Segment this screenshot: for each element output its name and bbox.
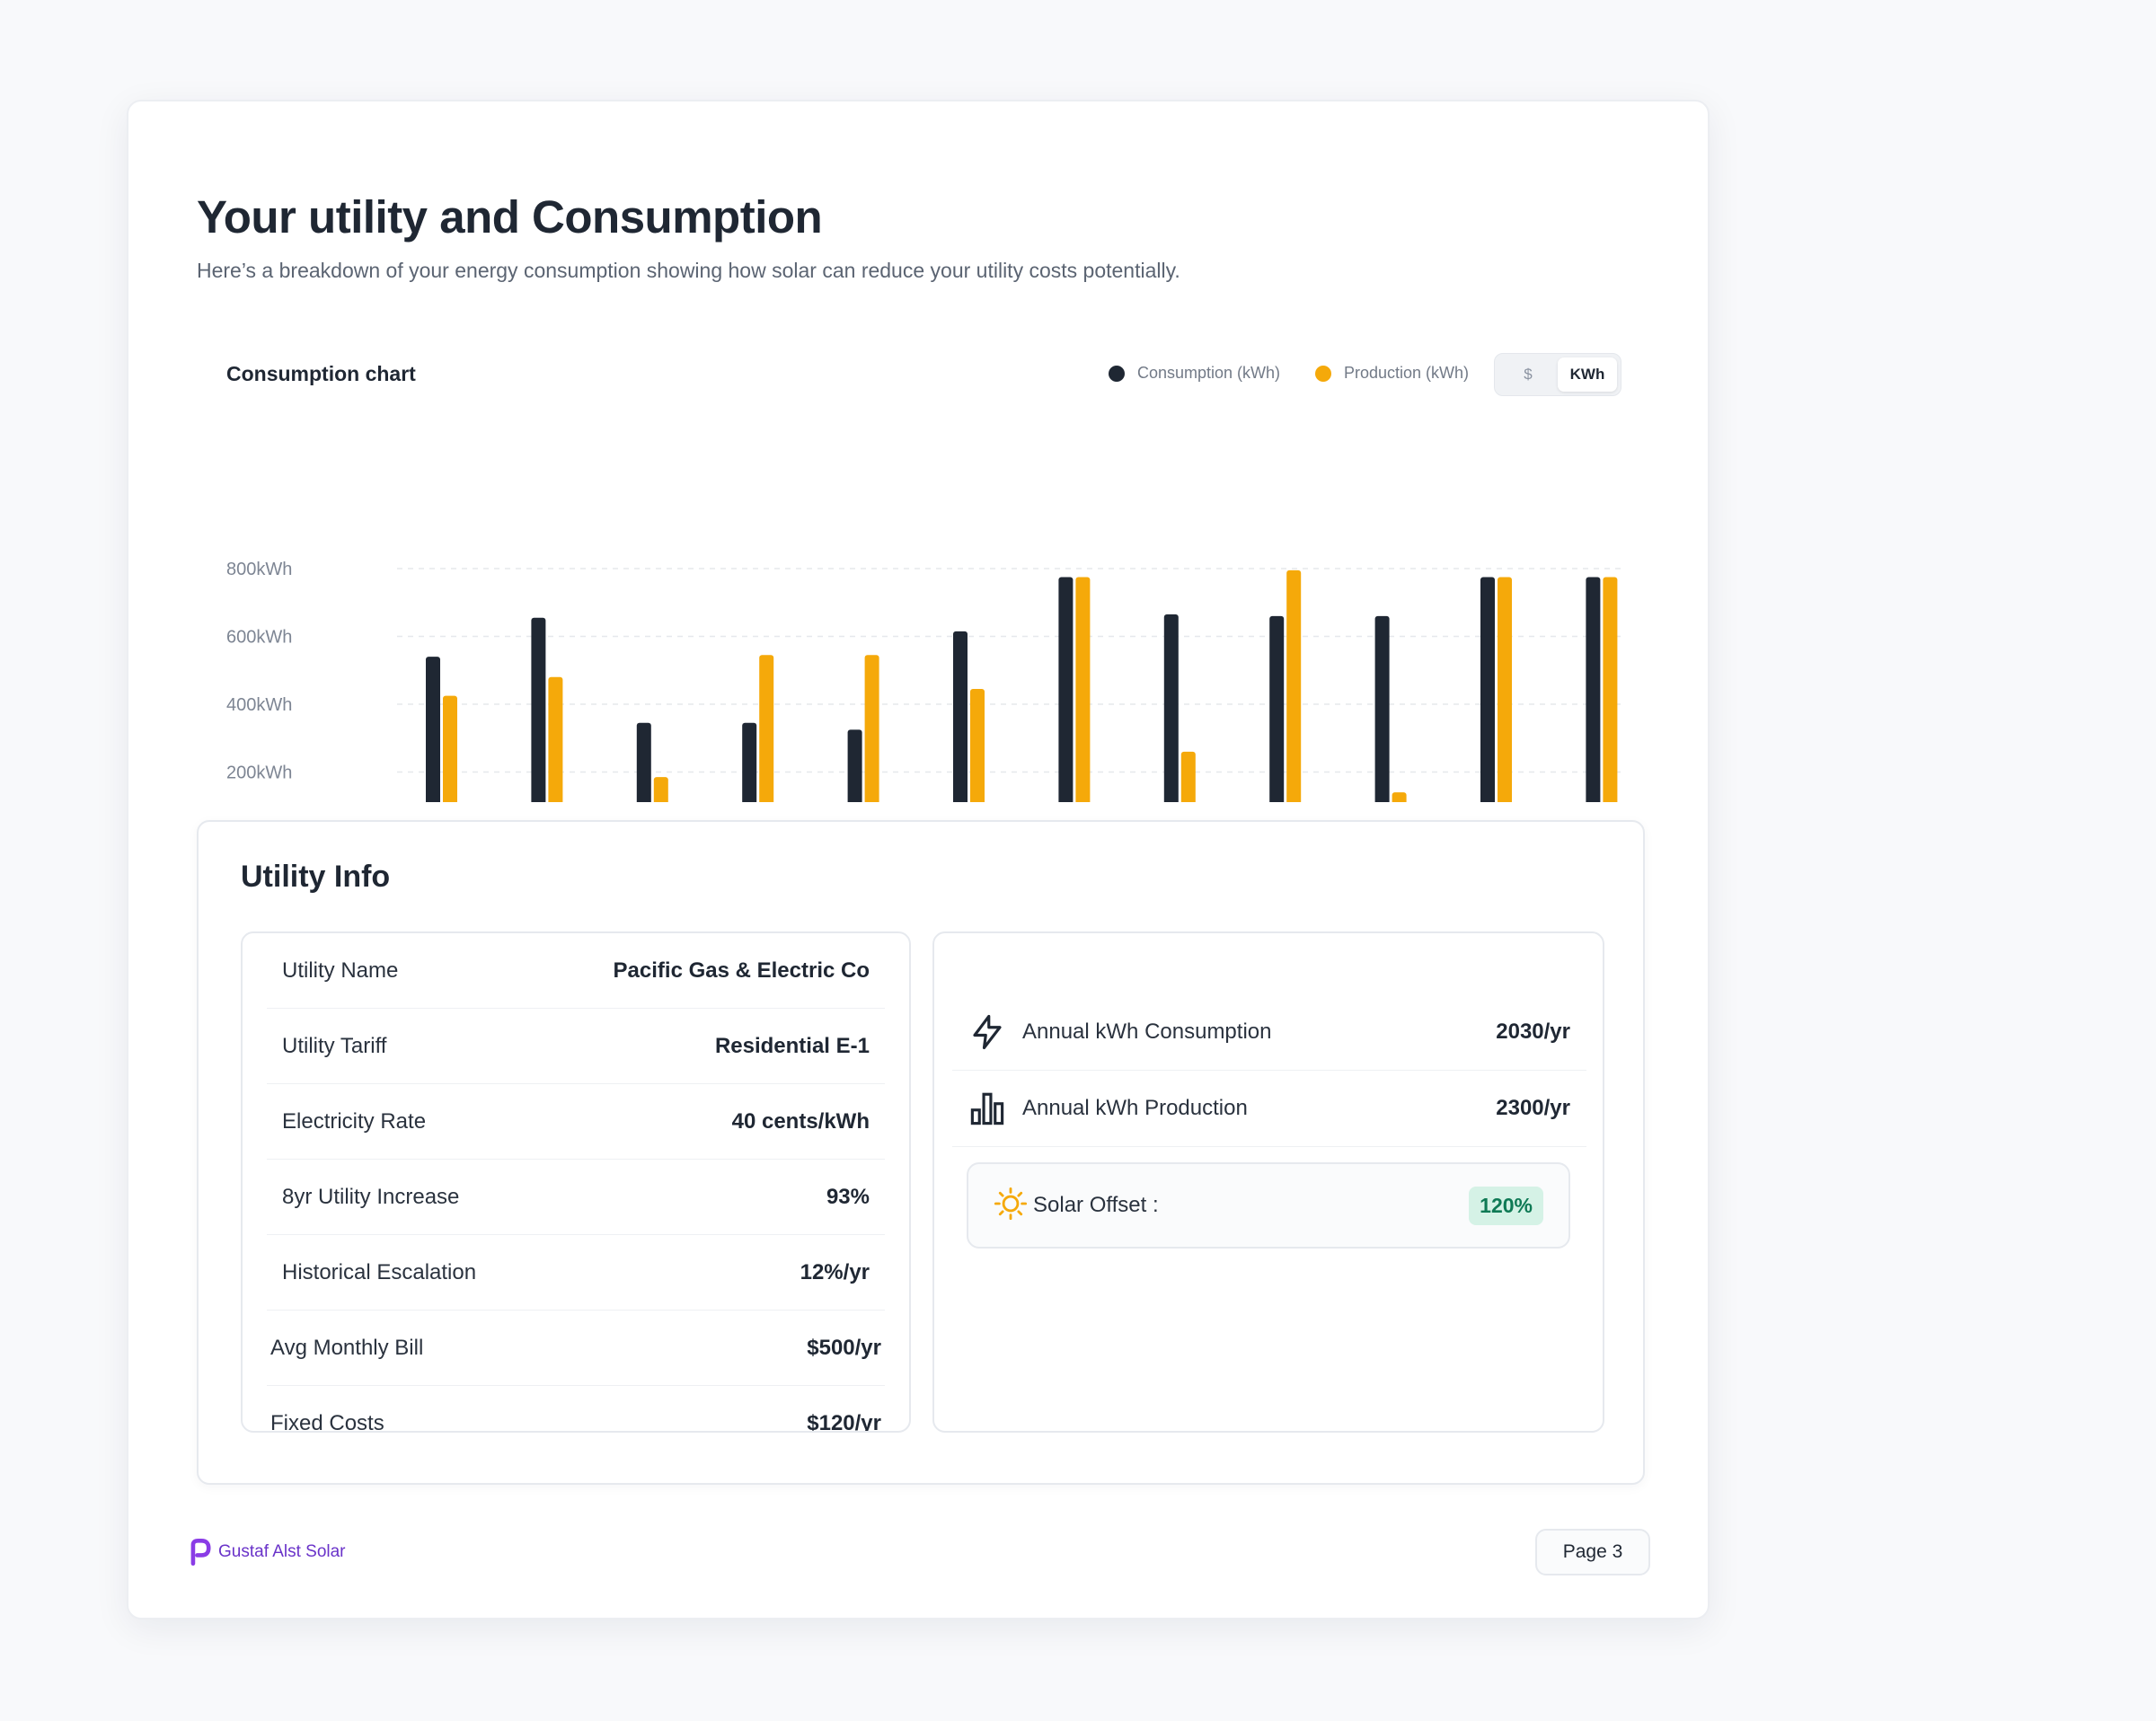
- toggle-kwh-button[interactable]: KWh: [1558, 357, 1617, 392]
- bar-chart-icon: [968, 1090, 1006, 1127]
- chart-title: Consumption chart: [226, 362, 416, 385]
- stat-label: Annual kWh Production: [1022, 1096, 1248, 1120]
- page-subtitle: Here’s a breakdown of your energy consum…: [197, 259, 1180, 282]
- consumption-bar: [1586, 577, 1601, 802]
- consumption-bar: [1374, 615, 1390, 802]
- utility-row-label: Utility Name: [282, 958, 399, 983]
- consumption-bar: [636, 722, 651, 802]
- solar-offset-label: Solar Offset :: [1033, 1193, 1159, 1217]
- production-bar: [1498, 577, 1512, 802]
- consumption-bar: [531, 617, 546, 802]
- utility-row-value: $500/yr: [807, 1335, 881, 1360]
- utility-row-value: Pacific Gas & Electric Co: [613, 958, 870, 983]
- utility-row-label: Historical Escalation: [282, 1259, 477, 1284]
- production-dot-icon: [1315, 365, 1331, 382]
- utility-row: 8yr Utility Increase 93%: [267, 1160, 885, 1235]
- production-bar: [1603, 577, 1618, 802]
- utility-row-value: 40 cents/kWh: [731, 1108, 870, 1134]
- utility-row: Utility Tariff Residential E-1: [267, 1009, 885, 1084]
- utility-info-title: Utility Info: [241, 860, 391, 894]
- stat-row-production: Annual kWh Production 2300/yr: [952, 1071, 1586, 1147]
- production-bar: [759, 655, 774, 802]
- consumption-dot-icon: [1109, 365, 1125, 382]
- consumption-chart: 0200kWh400kWh600kWh800kWhJanFebMarAprMay…: [226, 560, 1623, 802]
- brand-name: Gustaf Alst Solar: [218, 1542, 346, 1561]
- production-bar: [1392, 792, 1407, 802]
- utility-row: Historical Escalation 12%/yr: [267, 1235, 885, 1311]
- legend-production-label: Production (kWh): [1344, 364, 1470, 382]
- brand-logo-icon: [190, 1539, 211, 1566]
- consumption-bar: [1269, 615, 1285, 802]
- production-bar: [1075, 577, 1091, 802]
- sun-icon: [994, 1187, 1028, 1225]
- production-bar: [970, 689, 985, 802]
- production-bar: [653, 777, 668, 802]
- production-bar: [443, 695, 457, 802]
- y-tick-label: 600kWh: [226, 628, 292, 648]
- page-title: Your utility and Consumption: [197, 191, 823, 243]
- report-page-card: Your utility and Consumption Here’s a br…: [127, 100, 1710, 1620]
- brand-logo: Gustaf Alst Solar: [188, 1539, 346, 1566]
- y-tick-label: 400kWh: [226, 695, 292, 715]
- stat-label: Annual kWh Consumption: [1022, 1019, 1272, 1044]
- page-number-badge: Page 3: [1535, 1529, 1650, 1575]
- utility-row-value: Residential E-1: [714, 1033, 870, 1058]
- utility-details-panel: Utility Name Pacific Gas & Electric Co U…: [241, 931, 911, 1433]
- utility-row-label: Utility Tariff: [282, 1033, 387, 1058]
- consumption-bar: [1058, 577, 1074, 802]
- utility-row: Fixed Costs $120/yr: [267, 1386, 885, 1433]
- production-bar: [864, 655, 879, 802]
- stat-value: 2300/yr: [1496, 1096, 1570, 1120]
- consumption-bar: [953, 631, 968, 802]
- utility-row: Avg Monthly Bill $500/yr: [267, 1311, 885, 1386]
- stat-row-consumption: Annual kWh Consumption 2030/yr: [952, 994, 1586, 1071]
- utility-row-label: Electricity Rate: [282, 1108, 427, 1134]
- utility-row: Utility Name Pacific Gas & Electric Co: [267, 933, 885, 1009]
- stat-value: 2030/yr: [1496, 1019, 1570, 1044]
- production-bar: [1286, 569, 1302, 802]
- unit-toggle: $ KWh: [1494, 353, 1621, 396]
- utility-row-value: $120/yr: [807, 1410, 881, 1433]
- consumption-bar: [1480, 577, 1495, 802]
- y-tick-label: 200kWh: [226, 763, 292, 783]
- utility-info-card: Utility Info Utility Name Pacific Gas & …: [197, 820, 1645, 1485]
- utility-row-label: Avg Monthly Bill: [270, 1335, 424, 1360]
- utility-row-label: 8yr Utility Increase: [282, 1184, 460, 1209]
- legend-consumption-label: Consumption (kWh): [1137, 364, 1281, 382]
- production-bar: [1180, 751, 1196, 802]
- toggle-dollar-button[interactable]: $: [1524, 366, 1533, 383]
- utility-row-value: 12%/yr: [800, 1259, 870, 1284]
- y-tick-label: 800kWh: [226, 560, 292, 579]
- solar-offset-card: Solar Offset : 120%: [967, 1162, 1570, 1249]
- consumption-bar: [742, 722, 757, 802]
- consumption-bar: [847, 729, 862, 802]
- production-bar: [548, 676, 563, 802]
- energy-summary-panel: Annual kWh Consumption 2030/yr Annual kW…: [932, 931, 1604, 1433]
- legend-consumption: Consumption (kWh): [1109, 364, 1280, 383]
- utility-row-value: 93%: [826, 1184, 870, 1209]
- lightning-icon: [968, 1013, 1006, 1051]
- solar-offset-badge: 120%: [1469, 1186, 1543, 1225]
- utility-row-label: Fixed Costs: [270, 1410, 384, 1433]
- consumption-bar: [426, 657, 440, 802]
- utility-row: Electricity Rate 40 cents/kWh: [267, 1084, 885, 1160]
- legend-production: Production (kWh): [1315, 364, 1469, 383]
- consumption-bar: [1163, 613, 1179, 802]
